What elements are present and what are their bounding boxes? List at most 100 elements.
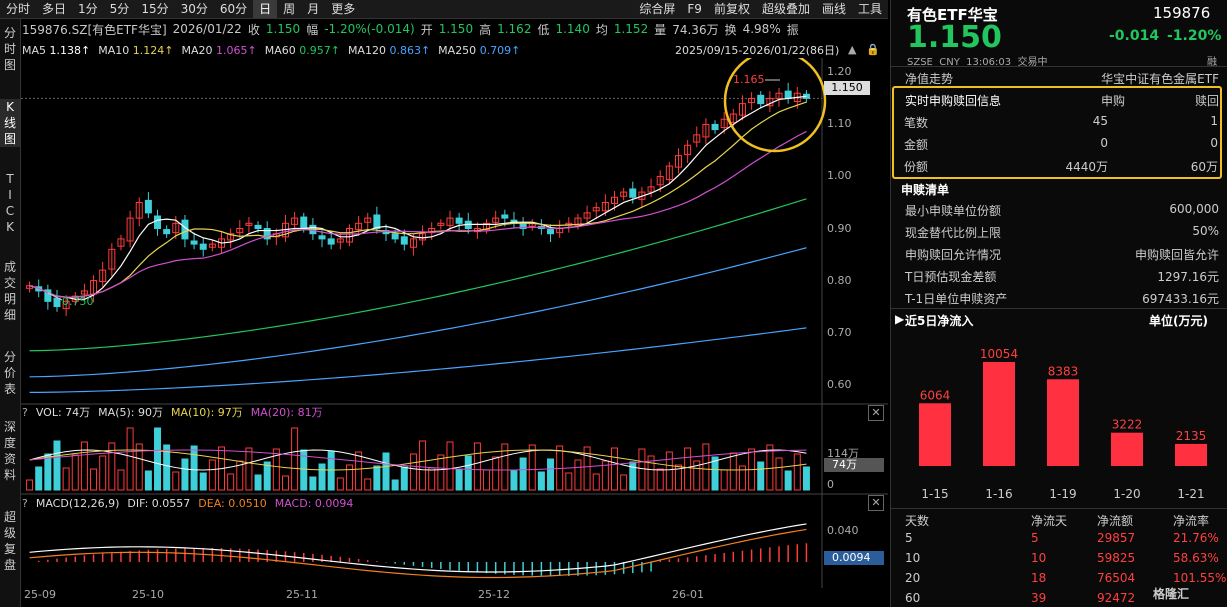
sidebar-tab-4[interactable]: 分价表: [3, 350, 16, 396]
macd-header: ? MACD(12,26,9) DIF: 0.0557 DEA: 0.0510 …: [22, 495, 361, 511]
table-head: 净流额: [1097, 514, 1134, 528]
table-cell: 10: [1031, 551, 1047, 565]
flow-unit: 单位(万元): [1149, 314, 1208, 328]
volume-bar: [272, 448, 280, 491]
volume-bar: [409, 453, 417, 491]
period-0-button[interactable]: 分时: [6, 2, 31, 16]
chart-canvas: [21, 58, 888, 588]
volume-bar: [455, 468, 463, 491]
volume-bar: [537, 471, 545, 491]
highlight-box: [892, 86, 1222, 179]
high-value: 1.162: [497, 22, 532, 36]
close-vol-icon[interactable]: ✕: [868, 405, 884, 421]
period-8-button[interactable]: 周: [283, 2, 296, 16]
volume-bar: [208, 459, 216, 491]
candle-body: [629, 188, 637, 198]
volume-bar: [501, 443, 509, 491]
volume-bar: [419, 440, 427, 491]
ma-2: MA20 1.065↑: [181, 43, 257, 57]
volume-bar: [90, 468, 98, 491]
tool-2-button[interactable]: 前复权: [713, 2, 750, 16]
lock-icon[interactable]: 🔒: [866, 43, 880, 56]
candle-body: [674, 155, 682, 168]
price-tick: 1.10: [827, 117, 852, 131]
realtime-subscribe: 4440万: [1065, 160, 1108, 174]
tool-5-button[interactable]: 工具: [857, 2, 882, 16]
volume-bar: [428, 467, 436, 491]
volume-bar: [126, 427, 134, 491]
candle-body: [501, 214, 509, 219]
volume-bar: [492, 456, 500, 491]
volume-bar: [684, 447, 692, 491]
candle-body: [583, 212, 591, 219]
list-row: T日预估现金差额 1297.16元: [905, 268, 1219, 285]
tool-3-button[interactable]: 超级叠加: [761, 2, 810, 16]
period-4-button[interactable]: 15分: [141, 2, 169, 16]
sidebar-tab-3[interactable]: 成交明细: [3, 260, 16, 322]
volume-bars: [26, 427, 810, 491]
period-2-button[interactable]: 1分: [78, 2, 98, 16]
volume-bar: [647, 455, 655, 491]
low-value: 1.140: [555, 22, 590, 36]
volume-bar: [638, 448, 646, 491]
vol-ma5-line: [29, 449, 807, 471]
candle-body: [300, 216, 308, 230]
period-5-button[interactable]: 30分: [180, 2, 208, 16]
flow-chart: 6064 1-15 10054 1-16 8383 1-19 3222 1-20 2135 1-2…: [919, 347, 1207, 501]
help-icon[interactable]: ?: [22, 496, 28, 510]
volume-bar: [80, 441, 88, 491]
candle-body: [729, 113, 737, 123]
high-label: 高: [479, 22, 492, 37]
ma-4: MA120 0.863↑: [347, 43, 431, 57]
vol-current-tag: 74万: [824, 458, 884, 472]
open-label: 开: [420, 22, 433, 37]
volume-bar: [44, 453, 52, 491]
period-6-button[interactable]: 60分: [219, 2, 248, 16]
period-3-button[interactable]: 5分: [109, 2, 130, 16]
volume-bar: [519, 457, 527, 491]
period-9-button[interactable]: 月: [307, 2, 320, 16]
volume-bar: [793, 453, 801, 491]
nav-row[interactable]: 净值走势 华宝中证有色金属ETF: [905, 70, 1219, 87]
collapse-icon[interactable]: ▲: [848, 43, 857, 56]
close-macd-icon[interactable]: ✕: [868, 495, 884, 511]
candle-body: [592, 207, 600, 212]
table-cell: 18: [1031, 571, 1047, 585]
volume-bar: [784, 470, 792, 491]
sidebar-tab-6[interactable]: 超级复盘: [3, 510, 16, 572]
period-10-button[interactable]: 更多: [331, 2, 356, 16]
ma5-line: [29, 95, 807, 300]
candle-body: [163, 229, 171, 235]
volume-bar: [528, 444, 536, 491]
tool-4-button[interactable]: 画线: [821, 2, 846, 16]
help-icon[interactable]: ?: [22, 405, 28, 419]
volume-bar: [547, 458, 555, 491]
volume-bar: [656, 468, 664, 491]
price-tick: 0.90: [827, 221, 852, 235]
change-label: 幅: [306, 22, 319, 37]
volume-bar: [163, 444, 171, 491]
period-7-button[interactable]: 日: [253, 0, 278, 18]
candle-body: [208, 243, 216, 248]
candle-body: [702, 123, 710, 138]
candle-body: [419, 233, 427, 241]
col-subscribe: 申购: [1101, 94, 1126, 108]
sidebar-tab-5[interactable]: 深度资料: [3, 420, 16, 482]
candle-body: [611, 196, 618, 205]
turnover-label: 换: [724, 22, 737, 37]
sidebar-tab-0[interactable]: 分时图: [3, 26, 16, 72]
x-tick: 25-09: [24, 588, 56, 601]
candle-body: [748, 97, 756, 104]
candle-body: [44, 289, 52, 302]
avg-label: 均: [595, 22, 608, 37]
period-1-button[interactable]: 多日: [42, 2, 67, 16]
table-cell: 101.55%: [1173, 571, 1227, 585]
tool-0-button[interactable]: 综合屏: [639, 2, 676, 16]
tool-1-button[interactable]: F9: [687, 2, 702, 16]
candle-body: [135, 201, 143, 219]
price-tick: 1.00: [827, 169, 852, 183]
candle-body: [144, 199, 152, 214]
ma-legend: MA5 1.138↑ MA10 1.124↑ MA20 1.065↑ MA60 0.9…: [22, 42, 528, 58]
